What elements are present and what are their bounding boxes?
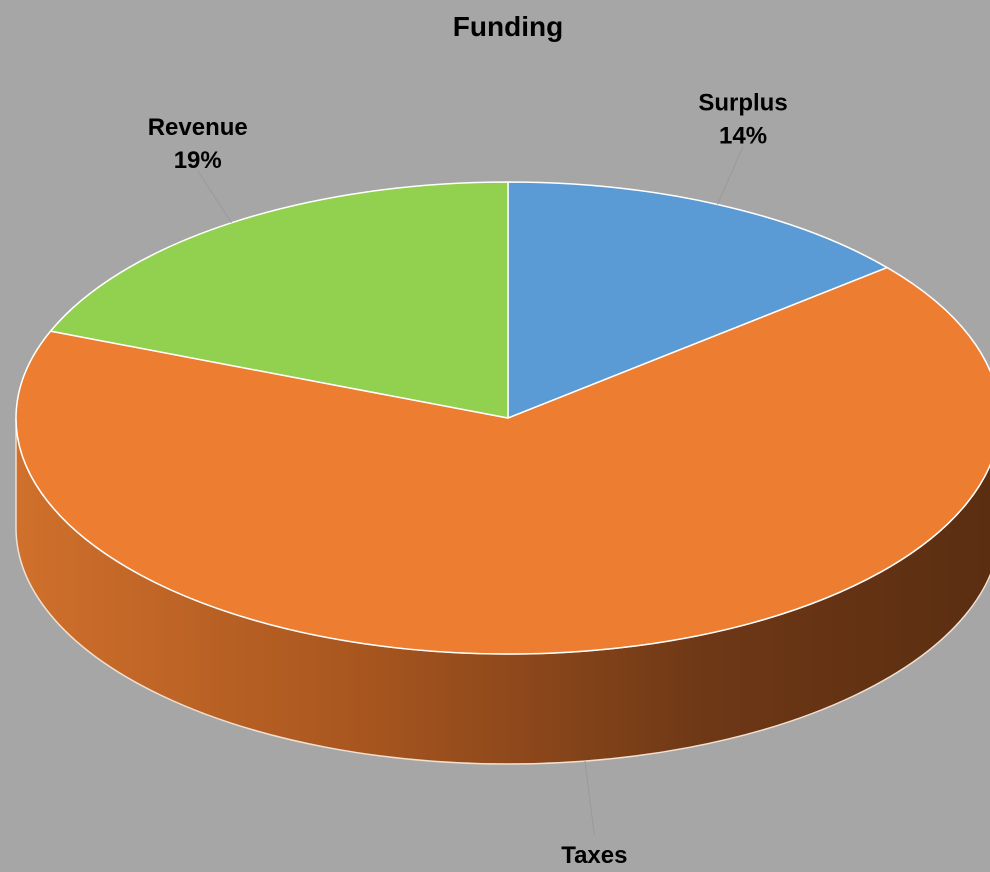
data-label-value-surplus: 14% (719, 123, 767, 150)
data-label-name-surplus: Surplus (698, 90, 787, 117)
chart-title: Funding (453, 11, 563, 42)
data-label-name-taxes: Taxes (561, 842, 627, 869)
pie-slice-taxes (15, 266, 990, 655)
leader-line-surplus (717, 146, 744, 205)
pie-slices (15, 181, 990, 655)
leader-line-taxes (584, 761, 595, 836)
leader-line-revenue (197, 170, 232, 224)
label-leader-lines (197, 146, 744, 836)
data-label-name-revenue: Revenue (148, 114, 248, 141)
data-label-value-revenue: 19% (174, 147, 222, 174)
pie-slice-revenue (49, 181, 509, 419)
